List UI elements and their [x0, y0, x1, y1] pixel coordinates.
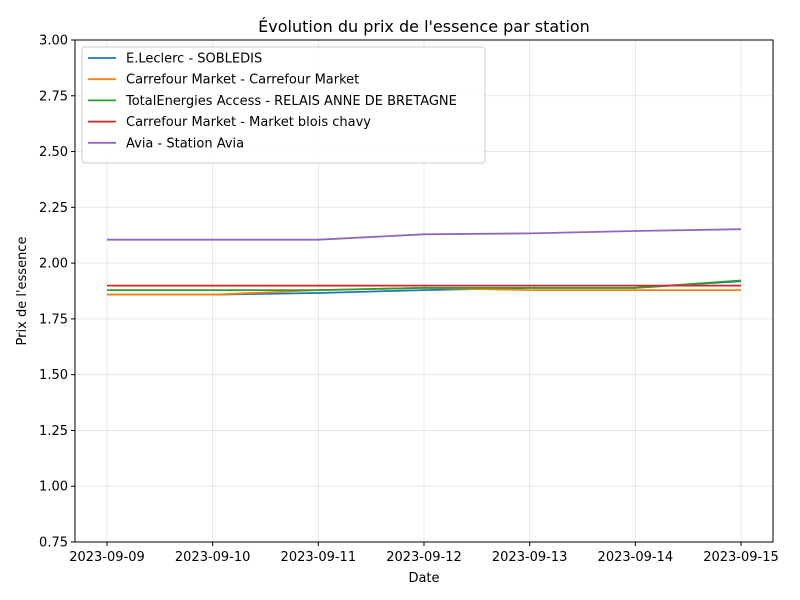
legend-box — [81, 46, 486, 164]
x-tick-label: 2023-09-10 — [175, 550, 251, 565]
x-tick-label: 2023-09-09 — [69, 550, 145, 565]
y-tick-label: 1.00 — [39, 480, 68, 495]
series-group — [107, 228, 742, 296]
y-tick-label: 2.75 — [39, 89, 68, 104]
legend: E.Leclerc - SOBLEDIS Carrefour Market - C… — [81, 46, 486, 164]
series-line-2 — [107, 279, 742, 292]
x-tick-label: 2023-09-14 — [598, 550, 674, 565]
legend-label: E.Leclerc - SOBLEDIS — [126, 52, 262, 67]
y-tick-label: 1.75 — [39, 312, 68, 327]
legend-label: Avia - Station Avia — [126, 136, 244, 151]
x-axis-label: Date — [408, 571, 439, 586]
x-tick-label: 2023-09-15 — [703, 550, 779, 565]
y-tick-label: 2.50 — [39, 145, 68, 160]
axis-ticks: 0.75 1.00 1.25 1.50 1.75 2.00 2.25 2.50 2.75 3.00… — [39, 34, 779, 566]
legend-label: Carrefour Market - Market blois chavy — [126, 115, 371, 130]
legend-label: TotalEnergies Access - RELAIS ANNE DE BR… — [125, 94, 457, 109]
x-tick-label: 2023-09-12 — [386, 550, 462, 565]
y-tick-label: 3.00 — [39, 34, 68, 49]
chart-title: Évolution du prix de l'essence par stati… — [258, 17, 590, 36]
y-axis-label: Prix de l'essence — [15, 237, 30, 346]
y-tick-label: 2.25 — [39, 201, 68, 216]
y-tick-label: 1.25 — [39, 424, 68, 439]
x-tick-label: 2023-09-13 — [492, 550, 568, 565]
y-tick-label: 2.00 — [39, 257, 68, 272]
y-tick-label: 0.75 — [39, 536, 68, 551]
series-line-4 — [107, 228, 742, 241]
y-tick-label: 1.50 — [39, 368, 68, 383]
legend-label: Carrefour Market - Carrefour Market — [126, 73, 359, 88]
x-tick-label: 2023-09-11 — [281, 550, 357, 565]
